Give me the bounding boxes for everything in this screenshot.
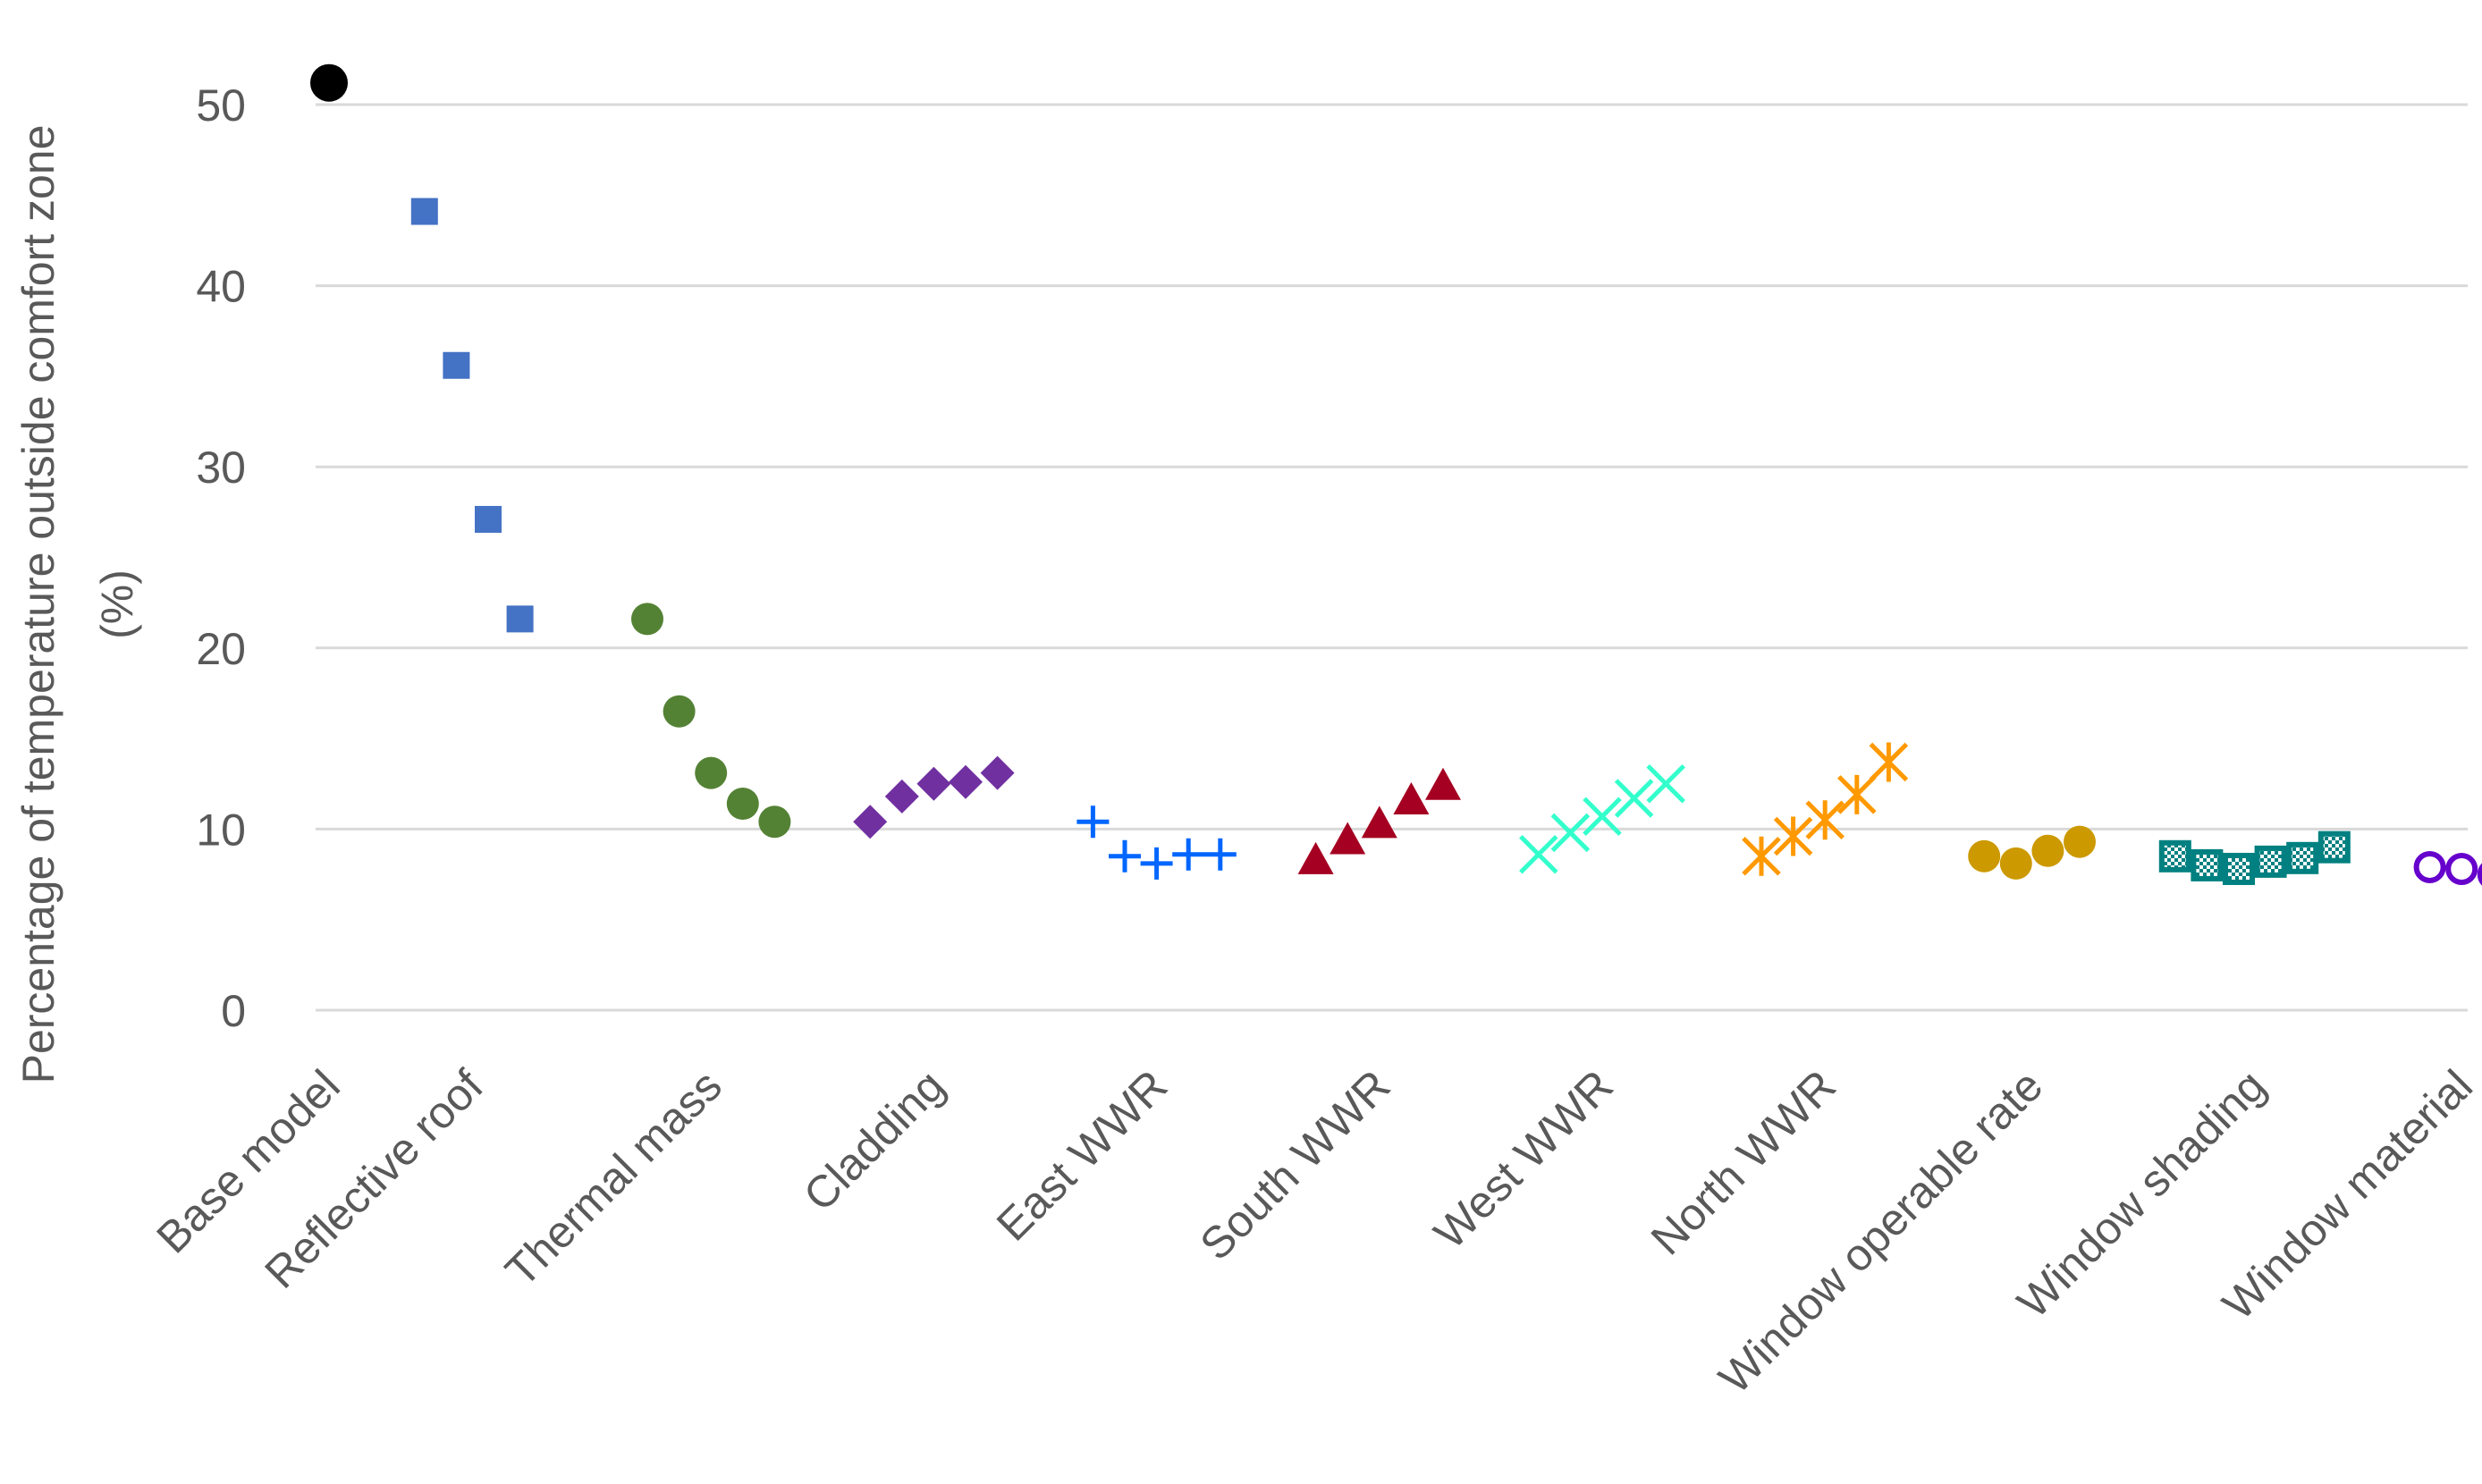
point-cladding xyxy=(980,755,1015,790)
point-window-operable-rate xyxy=(2064,825,2096,858)
data-points xyxy=(310,63,2482,886)
point-north-wwr xyxy=(1869,742,1909,782)
point-south-wwr xyxy=(1425,767,1461,800)
point-window-material xyxy=(2445,852,2478,885)
point-window-shading xyxy=(2254,845,2287,878)
point-thermal-mass xyxy=(663,695,696,728)
y-tick-label: 30 xyxy=(196,443,246,493)
point-window-shading xyxy=(2191,848,2224,881)
point-south-wwr xyxy=(1393,781,1430,814)
y-axis-title: Percentage of temperature outside comfor… xyxy=(13,125,142,1084)
point-east-wwr xyxy=(1140,847,1173,880)
point-north-wwr xyxy=(1742,836,1781,876)
point-west-wwr xyxy=(1550,813,1591,853)
y-axis-label: Percentage of temperature outside comfor… xyxy=(13,125,63,1084)
point-thermal-mass xyxy=(695,756,728,789)
point-thermal-mass xyxy=(631,603,663,636)
x-category-label: Cladding xyxy=(794,1060,954,1220)
point-cladding xyxy=(949,764,983,799)
point-cladding xyxy=(853,805,888,839)
point-cladding xyxy=(884,779,919,814)
point-west-wwr xyxy=(1614,779,1654,818)
point-cladding xyxy=(916,766,951,801)
point-window-operable-rate xyxy=(1968,839,2001,873)
point-reflective-roof xyxy=(410,198,438,225)
point-window-shading xyxy=(2317,831,2351,864)
point-window-operable-rate xyxy=(2031,834,2064,867)
point-thermal-mass xyxy=(758,805,791,839)
point-north-wwr xyxy=(1837,774,1877,814)
point-north-wwr xyxy=(1805,800,1845,840)
y-tick-label: 20 xyxy=(196,624,246,674)
point-south-wwr xyxy=(1297,841,1334,874)
x-category-label: West WWR xyxy=(1424,1060,1623,1259)
point-west-wwr xyxy=(1519,834,1558,874)
x-category-label: North WWR xyxy=(1642,1060,1845,1264)
x-category-label: Thermal mass xyxy=(495,1060,731,1296)
point-window-operable-rate xyxy=(1999,847,2032,880)
point-base-model xyxy=(310,63,348,102)
y-axis-ticks: 0 10 20 30 40 50 xyxy=(196,80,246,1036)
point-south-wwr xyxy=(1330,822,1366,855)
point-west-wwr xyxy=(1646,763,1685,804)
y-axis-label-unit: (%) xyxy=(92,569,142,639)
gridlines xyxy=(316,103,2468,1012)
point-south-wwr xyxy=(1361,805,1397,839)
point-window-shading xyxy=(2223,852,2255,885)
y-tick-label: 40 xyxy=(196,262,246,312)
point-east-wwr xyxy=(1172,838,1205,871)
point-thermal-mass xyxy=(726,788,759,821)
point-window-material xyxy=(2477,863,2482,886)
point-window-shading xyxy=(2286,841,2319,874)
point-east-wwr xyxy=(1203,838,1237,871)
y-tick-label: 10 xyxy=(196,805,246,855)
point-west-wwr xyxy=(1583,797,1622,836)
point-east-wwr xyxy=(1076,805,1110,839)
point-north-wwr xyxy=(1773,816,1813,856)
y-tick-label: 50 xyxy=(196,80,246,131)
x-category-label: South WWR xyxy=(1190,1060,1399,1269)
point-reflective-roof xyxy=(475,505,502,533)
point-reflective-roof xyxy=(443,351,470,379)
point-window-shading xyxy=(2158,839,2191,873)
point-window-material xyxy=(2413,850,2446,883)
x-category-label: East WWR xyxy=(987,1060,1177,1250)
point-east-wwr xyxy=(1109,839,1141,873)
y-tick-label: 0 xyxy=(221,986,246,1036)
point-reflective-roof xyxy=(506,605,534,633)
